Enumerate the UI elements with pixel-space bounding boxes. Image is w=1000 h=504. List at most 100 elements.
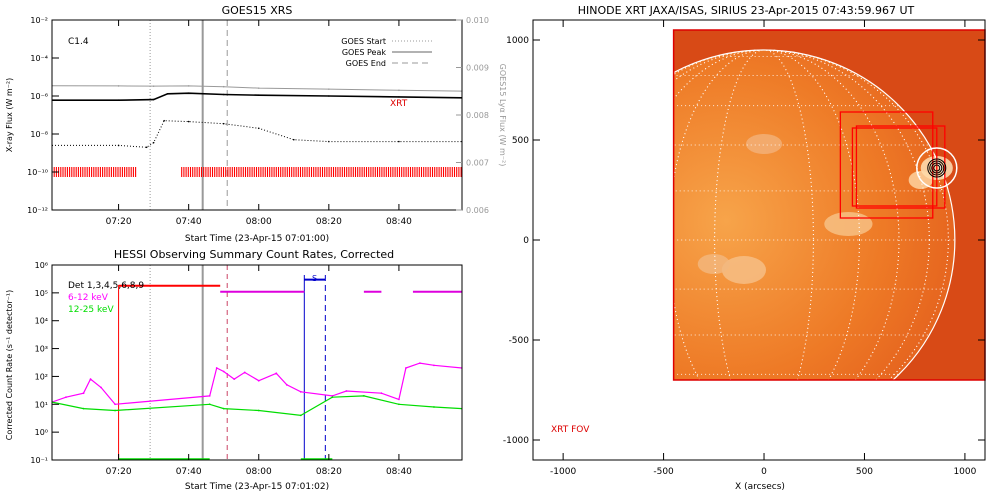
hessi-title: HESSI Observing Summary Count Rates, Cor… <box>114 248 394 261</box>
hessi-ytick-label: 10⁴ <box>35 317 48 326</box>
goes-point <box>222 93 225 96</box>
sun-grid-lon <box>673 49 930 380</box>
goes-ytick-label: 10⁻² <box>30 16 48 25</box>
sun-disk <box>673 50 955 380</box>
goes-point <box>257 87 260 89</box>
hessi-xlabel: Start Time (23-Apr-15 07:01:02) <box>185 482 329 492</box>
goes-y2tick-label: 0.008 <box>466 111 489 120</box>
hessi-point <box>257 409 260 412</box>
goes-series-1 <box>52 92 462 101</box>
goes-ytick-label: 10⁻⁴ <box>30 54 48 63</box>
legend-goes-end: GOES End <box>346 59 386 68</box>
goes-ylabel: X-ray Flux (W m⁻²) <box>5 78 14 153</box>
goes-ytick-label: 10⁻¹⁰ <box>27 168 48 177</box>
goes-axes: 07:20 07:40 08:00 08:20 08:40 10⁻¹² 10⁻¹⁰ 10⁻⁸ 1… <box>27 16 489 227</box>
goes-y2tick-label: 0.010 <box>466 16 489 25</box>
goes-ytick-label: 10⁻⁶ <box>30 92 48 101</box>
hessi-point <box>433 406 435 408</box>
xrt-ytick-label: 500 <box>512 136 529 146</box>
hessi-point <box>299 390 302 393</box>
goes-y2tick-label: 0.009 <box>466 64 489 73</box>
hessi-point <box>208 403 211 406</box>
goes-point <box>222 122 225 125</box>
hessi-xtick-label: 08:40 <box>386 467 412 477</box>
xrt-ytick-label: 1000 <box>506 36 529 46</box>
xrt-image <box>673 30 985 380</box>
hessi-ytick-label: 10⁶ <box>35 261 48 270</box>
xrt-xtick-label: -1000 <box>550 467 576 477</box>
goes-plot-area <box>52 20 462 210</box>
hessi-point <box>222 407 225 410</box>
goes-xtick-label: 08:00 <box>246 217 272 227</box>
hessi-legend-det: Det 1,3,4,5,6,8,9 <box>68 281 144 291</box>
hessi-ytick-label: 10³ <box>35 345 48 354</box>
hessi-point <box>100 386 102 389</box>
hessi-point <box>419 362 421 365</box>
sun-grid-lon <box>714 49 814 380</box>
xrt-region-box <box>855 125 946 209</box>
goes-plot-frame <box>51 19 463 211</box>
goes-xtick-label: 07:20 <box>106 217 132 227</box>
hessi-legend-low: 6-12 keV <box>68 293 109 303</box>
goes-point <box>398 140 400 143</box>
hessi-point <box>82 407 85 410</box>
hessi-point <box>89 378 92 381</box>
goes-xrs-panel: GOES15 XRS 07:20 07:40 08:00 08:20 08:40 10⁻¹… <box>5 4 507 244</box>
goes-point <box>163 119 165 122</box>
hessi-point <box>405 367 407 369</box>
goes-xlabel: Start Time (23-Apr-15 07:01:00) <box>185 234 329 244</box>
hessi-point <box>345 390 348 392</box>
goes-point <box>328 88 330 90</box>
goes-point <box>328 95 330 97</box>
active-region <box>745 134 783 154</box>
goes-point <box>166 93 169 95</box>
hessi-contour <box>933 164 941 172</box>
xrt-exposure-range <box>52 167 137 177</box>
goes-point <box>292 138 295 141</box>
goes-xtick-label: 07:40 <box>176 217 202 227</box>
xrt-axes: -1000 -500 0 500 1000 -1000 -500 0 500 1000 <box>503 20 985 477</box>
goes-point <box>187 85 190 87</box>
hessi-ytick-label: 10² <box>35 372 48 381</box>
goes-annotation: C1.4 <box>68 37 89 47</box>
goes-point <box>328 140 330 143</box>
hessi-contour-outer <box>916 147 958 189</box>
goes-point <box>257 94 260 97</box>
goes-point <box>152 85 155 87</box>
goes-point <box>117 85 120 87</box>
hessi-point <box>114 403 116 406</box>
goes-series-0 <box>52 85 462 92</box>
xrt-xtick-label: 0 <box>761 467 767 477</box>
goes-point <box>152 141 155 144</box>
goes-y2tick-label: 0.006 <box>466 206 489 215</box>
goes-y2tick-label: 0.007 <box>466 159 489 168</box>
hessi-ytick-label: 10¹ <box>35 400 48 409</box>
sun-limb <box>673 49 956 380</box>
xrt-exposure-range <box>181 167 462 177</box>
goes-point <box>257 127 260 130</box>
hessi-point <box>380 392 383 395</box>
hessi-panel: HESSI Observing Summary Count Rates, Cor… <box>5 248 463 492</box>
hessi-contour <box>927 158 947 178</box>
xrt-region-box <box>851 127 938 207</box>
xrt-ytick-label: 0 <box>523 236 529 246</box>
hessi-series-1 <box>52 362 462 405</box>
goes-y2label: GOES15 Lyα Flux (W m⁻²) <box>498 64 507 167</box>
goes-point <box>187 120 190 123</box>
active-region <box>824 212 873 236</box>
goes-point <box>152 98 155 101</box>
hessi-legend-high: 12-25 keV <box>68 305 114 315</box>
hessi-point <box>114 409 116 412</box>
hessi-point <box>299 414 302 417</box>
xrt-panel: HINODE XRT JAXA/ISAS, SIRIUS 23-Apr-2015… <box>503 4 986 492</box>
legend-goes-peak: GOES Peak <box>342 48 387 57</box>
hessi-saa-flag: S <box>312 274 317 283</box>
goes-point <box>117 99 120 102</box>
hessi-point <box>233 378 236 381</box>
goes-xtick-label: 08:40 <box>386 217 412 227</box>
hessi-xtick-label: 07:40 <box>176 467 202 477</box>
active-region <box>697 254 730 274</box>
hessi-axes: 07:20 07:40 08:00 08:20 08:40 10⁻¹ 10⁰ 10¹ 10² 10… <box>30 261 412 477</box>
goes-title: GOES15 XRS <box>222 4 293 17</box>
